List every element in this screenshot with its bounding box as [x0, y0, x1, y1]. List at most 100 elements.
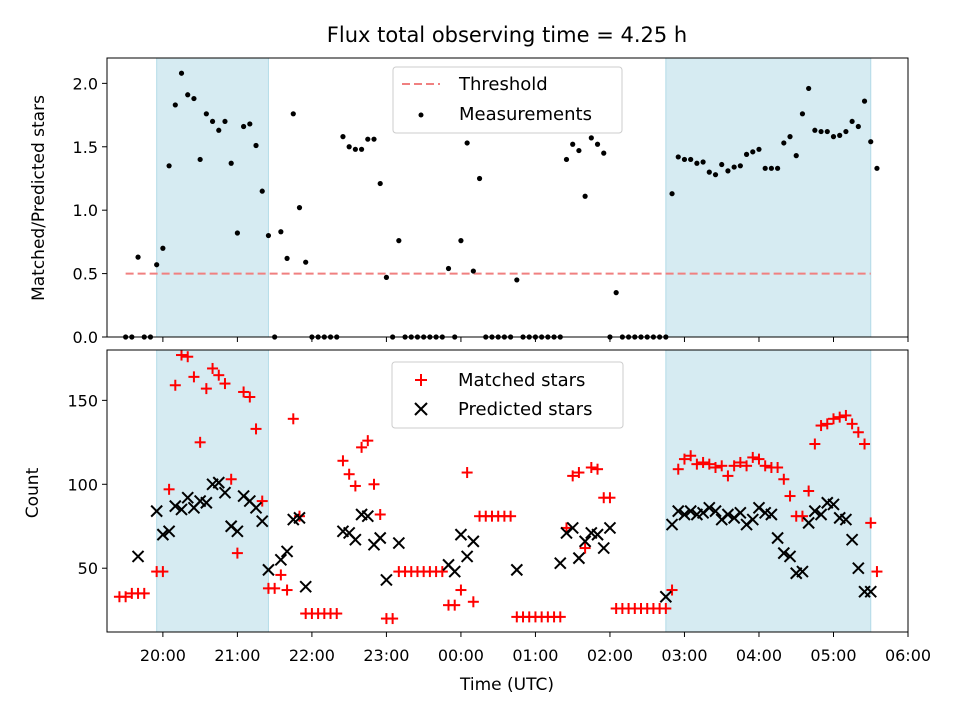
predicted-star-marker — [256, 515, 269, 528]
matched-star-marker — [722, 470, 734, 482]
measurement-point — [849, 118, 855, 125]
x-axis-label: Time (UTC) — [459, 675, 554, 695]
matched-stars-points — [113, 349, 883, 625]
matched-star-marker — [281, 584, 293, 596]
predicted-star-marker — [231, 525, 244, 538]
predicted-star-marker — [374, 531, 387, 545]
predicted-star-marker — [454, 528, 468, 541]
y-tick-label: 1.5 — [73, 138, 98, 157]
matched-star-marker — [231, 547, 243, 559]
measurement-point — [868, 139, 874, 145]
matched-star-marker — [660, 603, 672, 614]
measurement-point — [601, 150, 607, 156]
predicted-star-marker — [156, 528, 170, 541]
matched-star-marker — [163, 483, 175, 495]
y-tick-label: 50 — [78, 559, 98, 578]
predicted-star-marker — [181, 491, 194, 504]
matched-star-marker — [815, 420, 827, 432]
matched-star-marker — [467, 596, 479, 608]
matched-star-marker — [834, 411, 846, 423]
measurement-point — [154, 262, 160, 268]
predicted-star-marker — [864, 585, 877, 598]
x-tick-label: 20:00 — [140, 646, 186, 665]
predicted-star-marker — [808, 504, 822, 518]
predicted-star-marker — [709, 504, 722, 518]
predicted-star-marker — [678, 508, 691, 521]
measurement-point — [743, 151, 750, 157]
predicted-star-marker — [591, 528, 604, 541]
predicted-star-marker — [131, 550, 145, 563]
chart-title: Flux total observing time = 4.25 h — [327, 23, 687, 47]
matched-star-marker — [852, 426, 864, 438]
y-tick-label: 0.5 — [73, 265, 98, 284]
measurement-point — [396, 238, 402, 244]
measurement-point — [756, 146, 762, 152]
legend-measurements-label: Measurements — [459, 104, 592, 125]
predicted-star-marker — [783, 550, 797, 563]
matched-star-marker — [604, 492, 616, 504]
matched-star-marker — [455, 584, 467, 596]
predicted-star-marker — [839, 513, 853, 526]
x-tick-label: 06:00 — [885, 646, 931, 665]
matched-star-marker — [585, 462, 597, 473]
matched-star-marker — [250, 423, 262, 435]
predicted-star-marker — [765, 508, 778, 521]
matched-star-marker — [573, 467, 585, 479]
matched-star-marker — [275, 569, 287, 581]
y-tick-label: 2.0 — [73, 74, 98, 93]
matched-star-marker — [256, 495, 268, 507]
measurement-point — [358, 146, 365, 152]
measurement-point — [712, 172, 719, 178]
matched-star-marker — [846, 418, 858, 430]
matched-star-marker — [200, 383, 212, 395]
predicted-star-marker — [175, 503, 188, 516]
matched-star-marker — [269, 582, 281, 594]
measurement-point — [470, 268, 476, 274]
measurement-point — [172, 102, 178, 108]
matched-star-marker — [672, 463, 684, 475]
predicted-star-marker — [380, 573, 393, 587]
measurement-point — [830, 134, 837, 140]
matched-star-marker — [120, 591, 132, 603]
measurement-point — [669, 191, 675, 197]
predicted-star-marker — [200, 496, 213, 509]
measurement-point — [768, 165, 774, 171]
matched-star-marker — [461, 467, 473, 479]
matched-star-marker — [716, 460, 728, 472]
matched-star-marker — [349, 480, 361, 492]
top-axes-frame — [106, 57, 909, 338]
matched-star-marker — [387, 613, 399, 625]
measurement-point — [799, 111, 806, 117]
measurement-point — [216, 127, 222, 133]
predicted-star-marker — [349, 533, 362, 546]
measurement-point — [284, 255, 290, 261]
x-tick-label: 01:00 — [512, 646, 558, 665]
measurement-point — [241, 123, 247, 130]
bottom-axes-frame — [106, 349, 909, 633]
x-tick-label: 22:00 — [289, 646, 335, 665]
measurement-point — [178, 70, 185, 76]
measurement-point — [688, 156, 694, 163]
matched-star-marker — [225, 473, 237, 485]
legend-matched-label: Matched stars — [458, 370, 585, 391]
measurement-point — [228, 160, 234, 166]
shaded-interval-0 — [156, 349, 269, 633]
measurement-point — [278, 229, 284, 235]
matched-star-marker — [567, 470, 579, 482]
panel-ratio: 0.00.51.01.52.0 Matched/Predicted stars … — [29, 57, 909, 347]
measurement-point — [458, 238, 464, 244]
predicted-star-marker — [578, 535, 592, 548]
legend-threshold-label: Threshold — [458, 74, 548, 95]
predicted-star-marker — [460, 550, 474, 563]
matched-star-marker — [685, 450, 697, 462]
measurement-point — [166, 163, 172, 169]
predicted-star-marker — [665, 518, 679, 531]
x-tick-label: 04:00 — [736, 646, 782, 665]
measurement-point — [303, 259, 309, 265]
measurement-point — [160, 245, 166, 251]
measurement-point — [209, 118, 216, 125]
measurement-point — [464, 140, 470, 146]
measurement-point — [197, 156, 203, 163]
predicted-star-marker — [293, 511, 306, 525]
matched-star-marker — [157, 566, 169, 578]
